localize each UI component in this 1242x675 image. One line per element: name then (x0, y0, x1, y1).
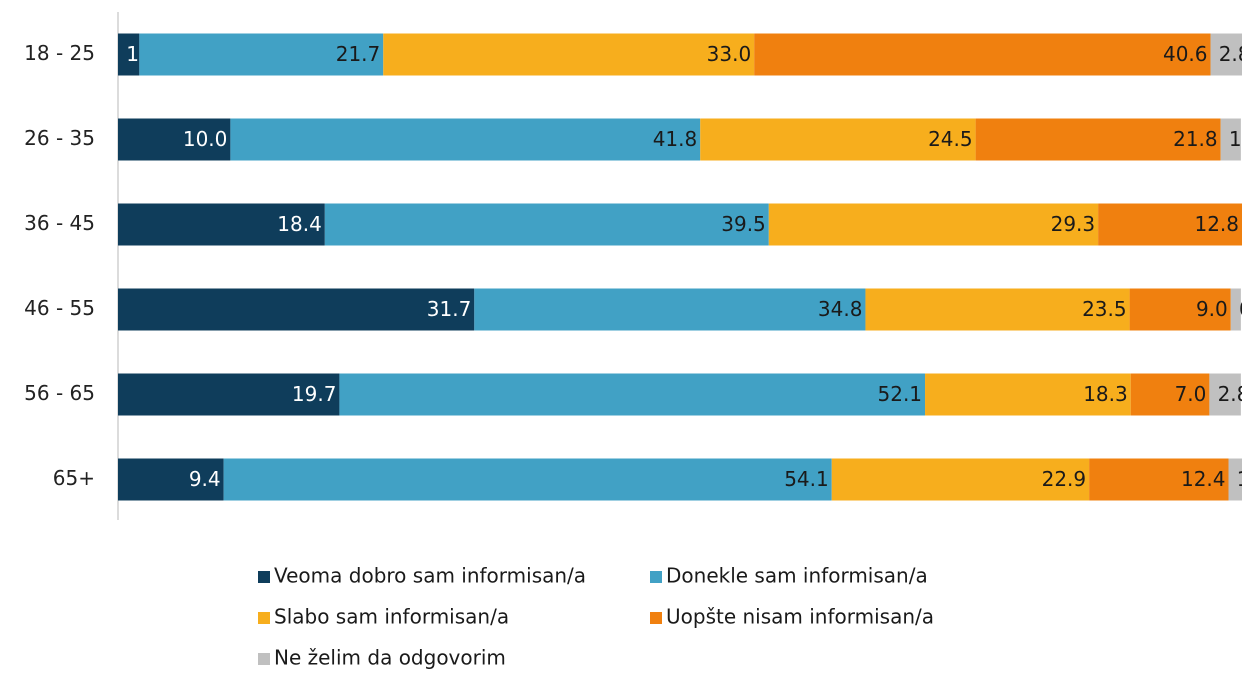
y-tick-label: 18 - 25 (24, 41, 95, 65)
legend-swatch (650, 612, 662, 624)
y-tick-label: 36 - 45 (24, 211, 95, 235)
data-label: 31.7 (427, 297, 472, 321)
data-label: 2.8 (1218, 382, 1242, 406)
legend-label: Donekle sam informisan/a (666, 564, 928, 588)
data-label: 1.2 (1237, 467, 1242, 491)
data-label: 12.4 (1181, 467, 1226, 491)
data-label: 33.0 (707, 42, 752, 66)
bar-segment (865, 288, 1130, 331)
bar-segment (139, 33, 384, 76)
legend-swatch (650, 571, 662, 583)
bar-segment (1089, 458, 1229, 501)
bar-segment (118, 458, 224, 501)
bar-segment (324, 203, 769, 246)
bar-segment (118, 118, 231, 161)
legend-swatch (258, 571, 270, 583)
data-label: 18.3 (1083, 382, 1128, 406)
data-label: 21.8 (1173, 127, 1218, 151)
bar-segment (230, 118, 701, 161)
bar-segment (925, 373, 1131, 416)
y-tick-label: 56 - 65 (24, 381, 95, 405)
legend-swatch (258, 653, 270, 665)
data-label: 10.0 (183, 127, 228, 151)
data-label: 18.4 (277, 212, 322, 236)
bar-segment (1129, 288, 1231, 331)
bar-segment (118, 203, 325, 246)
y-tick-label: 65+ (53, 466, 95, 490)
data-label: 12.8 (1194, 212, 1239, 236)
data-label: 24.5 (928, 127, 973, 151)
data-label: 0.9 (1239, 297, 1242, 321)
data-label: 52.1 (878, 382, 923, 406)
data-label: 19.7 (292, 382, 337, 406)
bar-segment (700, 118, 976, 161)
data-label: 54.1 (784, 467, 829, 491)
y-tick-label: 26 - 35 (24, 126, 95, 150)
data-label: 21.7 (336, 42, 381, 66)
bar-segment (1228, 458, 1242, 501)
data-label: 7.0 (1175, 382, 1207, 406)
legend-label: Veoma dobro sam informisan/a (274, 564, 586, 588)
bar-segment (1220, 118, 1241, 161)
legend-label: Ne želim da odgovorim (274, 646, 506, 670)
bar-segment (118, 288, 475, 331)
data-label: 39.5 (721, 212, 766, 236)
bar-segment (1210, 33, 1242, 76)
data-label: 2.8 (1219, 42, 1242, 66)
bar-segment (1209, 373, 1241, 416)
bar-segment (1130, 373, 1210, 416)
bar-segment (118, 33, 140, 76)
bar-segment (754, 33, 1211, 76)
data-label: 9.4 (189, 467, 221, 491)
data-label: 1.8 (1229, 127, 1242, 151)
data-label: 29.3 (1051, 212, 1096, 236)
data-label: 41.8 (653, 127, 698, 151)
bar-segment (1230, 288, 1241, 331)
legend-label: Slabo sam informisan/a (274, 605, 509, 629)
bar-segment (768, 203, 1099, 246)
bar-segment (474, 288, 866, 331)
legend-swatch (258, 612, 270, 624)
bar-segment (339, 373, 926, 416)
y-tick-label: 46 - 55 (24, 296, 95, 320)
data-label: 9.0 (1196, 297, 1228, 321)
bar-segment (831, 458, 1090, 501)
bar-segment (1098, 203, 1242, 246)
legend-label: Uopšte nisam informisan/a (666, 605, 934, 629)
data-label: 22.9 (1042, 467, 1087, 491)
data-label: 34.8 (818, 297, 863, 321)
bar-segment (223, 458, 832, 501)
bar-segment (975, 118, 1221, 161)
bar-segment (118, 373, 340, 416)
data-label: 23.5 (1082, 297, 1127, 321)
data-label: 40.6 (1163, 42, 1208, 66)
bar-segment (383, 33, 755, 76)
